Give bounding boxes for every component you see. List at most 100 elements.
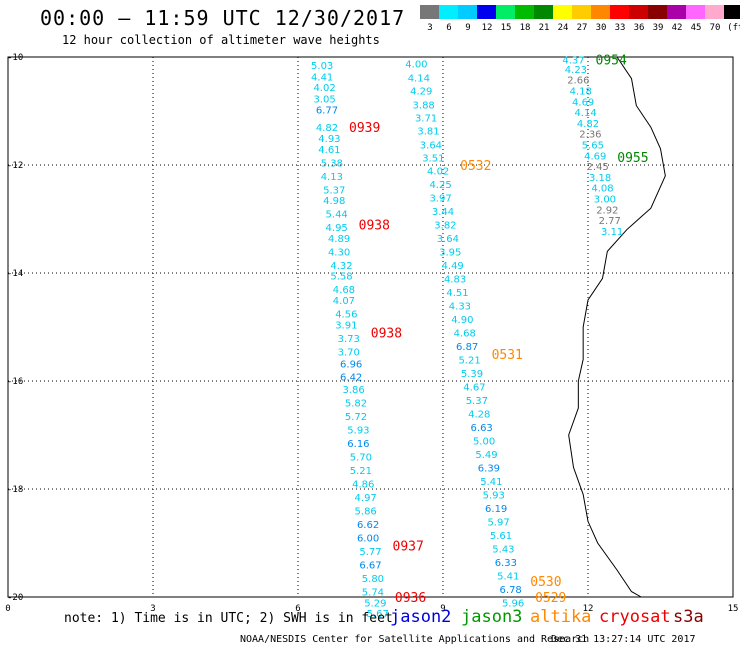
legend-altika: altika — [530, 607, 592, 627]
x-tick-label: 15 — [728, 604, 739, 614]
x-tick-label: 6 — [295, 604, 300, 614]
swh-reading: 4.89 — [328, 234, 350, 245]
scale-swatch — [705, 5, 724, 19]
swh-reading: 4.25 — [429, 180, 451, 191]
scale-label: 18 — [519, 23, 531, 33]
swh-reading: 5.41 — [497, 571, 519, 582]
x-tick-label: 0 — [5, 604, 10, 614]
scale-swatch — [629, 5, 648, 19]
swh-reading: 4.95 — [326, 223, 348, 234]
swh-reading: 4.69 — [584, 151, 606, 162]
pass-time-label: 0937 — [393, 540, 424, 555]
scale-swatch — [534, 5, 553, 19]
scale-swatch — [458, 5, 477, 19]
coastline — [568, 56, 666, 598]
swh-reading: 6.39 — [478, 463, 500, 474]
swh-reading: 3.82 — [434, 220, 456, 231]
swh-reading: 6.33 — [495, 558, 517, 569]
scale-swatch — [420, 5, 439, 19]
scale-swatch — [667, 5, 686, 19]
footer-note: note: 1) Time is in UTC; 2) SWH is in fe… — [64, 611, 393, 626]
scale-label: 39 — [652, 23, 664, 33]
legend-s3a: s3a — [673, 607, 704, 627]
pass-time-label: 0530 — [530, 575, 561, 590]
swh-reading: 5.03 — [311, 61, 333, 72]
swh-reading: 6.16 — [347, 439, 369, 450]
y-tick-label: -12 — [7, 161, 23, 171]
swh-reading: 5.58 — [330, 272, 352, 283]
swh-reading: 4.30 — [328, 247, 350, 258]
swh-reading: 3.64 — [420, 140, 442, 151]
scale-swatch — [496, 5, 515, 19]
generated-timestamp: Dec 31 13:27:14 UTC 2017 — [551, 634, 696, 645]
pass-time-label: 0936 — [395, 591, 426, 606]
scale-swatch — [610, 5, 629, 19]
swh-reading: 5.44 — [326, 210, 348, 221]
x-tick-label: 3 — [150, 604, 155, 614]
swh-reading: 4.00 — [405, 59, 427, 70]
scale-label: 33 — [614, 23, 626, 33]
swh-reading: 5.96 — [502, 598, 524, 609]
swh-reading: 3.91 — [335, 320, 357, 331]
swh-reading: 6.19 — [485, 504, 507, 515]
swh-reading: 4.83 — [444, 274, 466, 285]
legend-cryosat: cryosat — [599, 607, 671, 627]
swh-reading: 5.97 — [487, 517, 509, 528]
pass-time-label: 0955 — [617, 151, 648, 166]
swh-reading: 3.44 — [432, 207, 454, 218]
swh-reading: 5.39 — [461, 369, 483, 380]
swh-reading: 2.77 — [599, 216, 621, 227]
swh-reading: 5.80 — [362, 574, 384, 585]
scale-label: 70 — [709, 23, 721, 33]
map-title: 00:00 – 11:59 UTC 12/30/2017 — [40, 6, 406, 30]
swh-reading: 5.93 — [347, 426, 369, 437]
scale-label: 21 — [538, 23, 550, 33]
swh-reading: 5.65 — [582, 140, 604, 151]
swh-reading: 4.18 — [570, 86, 592, 97]
swh-reading: 3.64 — [437, 234, 459, 245]
pass-time-label: 0938 — [371, 326, 402, 341]
scale-label: 27 — [576, 23, 588, 33]
swh-reading: 5.21 — [350, 466, 372, 477]
swh-reading: 4.23 — [565, 65, 587, 76]
swh-reading: 5.29 — [364, 598, 386, 609]
swh-reading: 4.49 — [442, 261, 464, 272]
swh-reading: 4.02 — [313, 83, 335, 94]
swh-reading: 5.86 — [355, 507, 377, 518]
swh-reading: 5.00 — [473, 436, 495, 447]
swh-reading: 2.36 — [579, 130, 601, 141]
scale-label: 15 — [500, 23, 512, 33]
swh-reading: 3.00 — [594, 194, 616, 205]
swh-reading: 2.45 — [587, 162, 609, 173]
swh-reading: 4.08 — [591, 184, 613, 195]
scale-label: 3 — [427, 23, 433, 33]
swh-reading: 4.51 — [446, 288, 468, 299]
swh-reading: 4.14 — [408, 74, 430, 85]
swh-reading: 4.97 — [355, 493, 377, 504]
swh-reading: 3.71 — [415, 113, 437, 124]
swh-reading: 4.29 — [410, 86, 432, 97]
credit-line: NOAA/NESDIS Center for Satellite Applica… — [240, 634, 590, 645]
x-tick-label: 12 — [583, 604, 594, 614]
swh-reading: 4.37 — [562, 56, 584, 67]
swh-reading: 3.70 — [338, 347, 360, 358]
scale-swatch — [553, 5, 572, 19]
swh-reading: 4.86 — [352, 480, 374, 491]
y-tick-label: -16 — [7, 377, 23, 387]
scale-unit: (ft) — [727, 23, 740, 33]
swh-reading: 4.61 — [318, 145, 340, 156]
legend-jason3: jason3 — [461, 607, 523, 627]
scale-swatch — [686, 5, 705, 19]
swh-reading: 4.82 — [577, 119, 599, 130]
swh-reading: 4.93 — [318, 134, 340, 145]
swh-reading: 4.07 — [333, 296, 355, 307]
swh-reading: 3.81 — [417, 126, 439, 137]
scale-swatch — [477, 5, 496, 19]
pass-time-label: 0531 — [492, 348, 523, 363]
swh-reading: 6.67 — [359, 561, 381, 572]
swh-reading: 4.28 — [468, 409, 490, 420]
swh-reading: 5.72 — [345, 412, 367, 423]
scale-label: 24 — [557, 23, 569, 33]
x-tick-label: 9 — [440, 604, 445, 614]
swh-reading: 6.77 — [316, 105, 338, 116]
